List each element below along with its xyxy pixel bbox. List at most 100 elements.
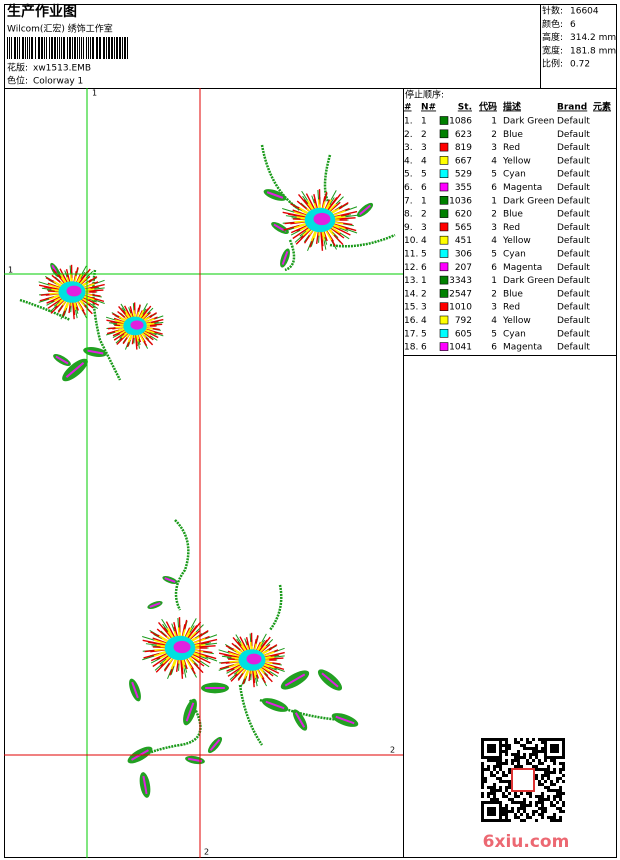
qr-cell: [499, 786, 502, 789]
leaf: [62, 358, 88, 382]
qr-cell: [526, 741, 529, 744]
qr-cell: [553, 813, 556, 816]
qr-cell: [514, 801, 517, 804]
core: [173, 640, 191, 654]
leaf: [53, 354, 71, 366]
color-swatch: [439, 262, 449, 272]
qr-cell: [535, 777, 538, 780]
qr-cell: [508, 810, 511, 813]
qr-cell: [553, 771, 556, 774]
row-index: 13.: [404, 276, 418, 286]
needle: 2: [421, 130, 427, 140]
qr-cell: [490, 789, 493, 792]
stem: [174, 519, 190, 611]
qr-cell: [493, 789, 496, 792]
qr-cell: [505, 810, 508, 813]
leaf: [280, 248, 290, 268]
needle: 4: [421, 236, 427, 246]
qr-cell: [544, 759, 547, 762]
colorway: Colorway 1: [33, 77, 83, 87]
color-swatch: [439, 129, 449, 139]
description: Red: [503, 223, 520, 233]
bar: [92, 37, 94, 59]
leaf: [162, 576, 178, 584]
design-label: 花版:: [7, 62, 28, 74]
code: 2: [491, 130, 497, 140]
qr-cell: [547, 816, 550, 819]
info-label: 针数:: [542, 5, 563, 17]
qr-cell: [499, 789, 502, 792]
qr-cell: [520, 807, 523, 810]
qr-cell: [523, 810, 526, 813]
column-header: N#: [421, 103, 436, 113]
bar: [99, 37, 101, 59]
qr-cell: [559, 771, 562, 774]
color-swatch: [439, 209, 449, 218]
leaf-vein: [131, 681, 139, 699]
qr-cell: [508, 798, 511, 801]
column-header: #: [404, 103, 412, 113]
qr-cell: [502, 810, 505, 813]
qr-cell: [481, 768, 484, 771]
qr-cell: [481, 765, 484, 768]
color-swatch: [439, 328, 449, 338]
qr-cell: [535, 795, 538, 798]
description: Cyan: [503, 250, 526, 260]
stitches: 620: [455, 210, 472, 220]
qr-cell: [487, 768, 490, 771]
qr-cell: [544, 774, 547, 777]
qr-cell: [562, 768, 565, 771]
brand: Default: [557, 130, 590, 140]
qr-cell: [481, 780, 484, 783]
qr-cell: [490, 759, 493, 762]
qr-cell: [508, 819, 511, 822]
qr-cell: [556, 789, 559, 792]
bar: [63, 37, 65, 59]
code: 3: [491, 143, 497, 153]
qr-cell: [535, 810, 538, 813]
bar: [27, 37, 28, 59]
qr-cell: [508, 783, 511, 786]
qr-cell: [526, 816, 529, 819]
qr-cell: [526, 792, 529, 795]
row-index: 18.: [404, 343, 418, 353]
qr-cell: [532, 738, 535, 741]
guide-label: 1: [8, 266, 13, 275]
leaf: [185, 755, 205, 765]
qr-cell: [559, 795, 562, 798]
row-index: 10.: [404, 236, 418, 246]
qr-cell: [550, 819, 553, 822]
qr-cell: [535, 744, 538, 747]
qr-cell: [493, 768, 496, 771]
needle: 5: [421, 170, 427, 180]
info-value: 16604: [570, 7, 599, 17]
qr-cell: [493, 795, 496, 798]
leaf: [263, 189, 287, 201]
flower: [218, 632, 285, 688]
brand: Default: [557, 236, 590, 246]
barcode: [7, 37, 128, 59]
qr-cell: [559, 768, 562, 771]
leaf-vein: [265, 700, 285, 710]
qr-cell: [529, 801, 532, 804]
qr-cell: [493, 786, 496, 789]
qr-cell: [535, 804, 538, 807]
qr-cell: [517, 759, 520, 762]
qr-cell: [520, 792, 523, 795]
brand: Default: [557, 143, 590, 153]
leaf-vein: [149, 602, 161, 608]
needle: 6: [421, 183, 427, 193]
qr-cell: [553, 762, 556, 765]
brand: Default: [557, 250, 590, 260]
qr-cell: [517, 753, 520, 756]
qr-cell: [562, 765, 565, 768]
brand: Default: [557, 210, 590, 220]
leaf: [356, 202, 374, 218]
color-swatch: [439, 342, 449, 351]
qr-cell: [547, 768, 550, 771]
qr-cell: [505, 741, 508, 744]
qr-cell: [487, 765, 490, 768]
qr-cell: [508, 786, 511, 789]
code: 2: [491, 289, 497, 299]
qr-cell: [538, 759, 541, 762]
